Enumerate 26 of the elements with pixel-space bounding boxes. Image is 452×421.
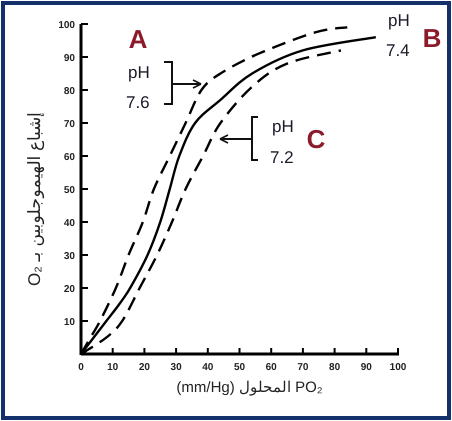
x-tick-label: 50 — [234, 362, 246, 373]
x-tick-label: 80 — [329, 362, 341, 373]
x-tick-label: 100 — [390, 362, 407, 373]
x-axis-title: PO₂ المحلول (mm/Hg) — [176, 379, 323, 396]
y-tick-label: 60 — [64, 152, 76, 163]
x-tick-label: 40 — [202, 362, 214, 373]
x-tick-label: 20 — [138, 362, 150, 373]
text: B — [422, 23, 442, 53]
annotation: A — [128, 24, 148, 54]
x-tick-label: 70 — [297, 362, 309, 373]
annotation: C — [306, 124, 326, 154]
y-tick-label: 70 — [64, 119, 76, 130]
x-tick-label: 30 — [170, 362, 182, 373]
x-tick-label: 90 — [360, 362, 372, 373]
y-tick-label: 90 — [64, 53, 76, 64]
y-axis-title: إشباع الهيموجلوبين بـ O₂ — [25, 112, 45, 286]
x-tick-label: 0 — [78, 362, 84, 373]
x-tick-label: 60 — [266, 362, 278, 373]
y-tick-label: 30 — [64, 251, 76, 262]
y-tick-label: 100 — [58, 20, 76, 31]
y-tick-label: 80 — [64, 86, 76, 97]
x-tick-label: 10 — [107, 362, 119, 373]
y-tick-label: 20 — [64, 284, 76, 295]
y-tick-label: 40 — [64, 218, 76, 229]
y-tick-label: 50 — [64, 185, 76, 196]
y-tick-label: 10 — [64, 317, 76, 328]
